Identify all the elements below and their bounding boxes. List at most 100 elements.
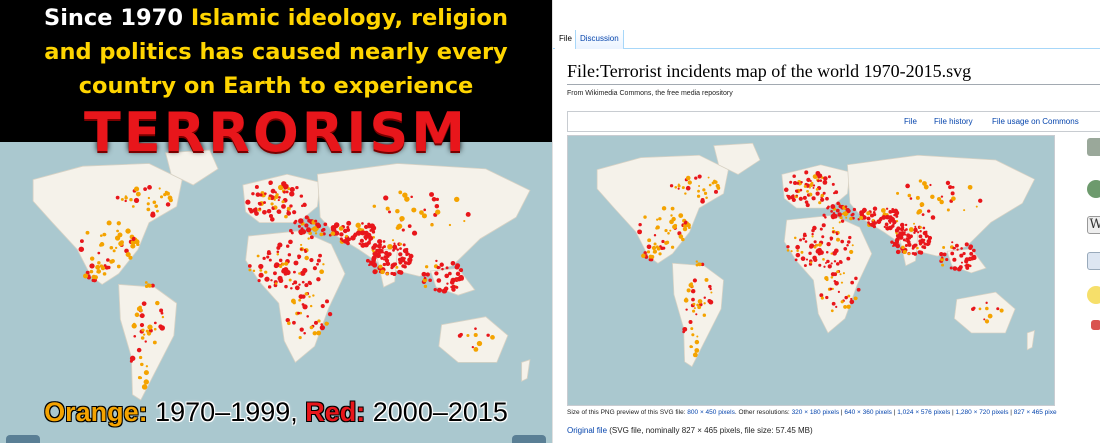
incident-dot	[128, 255, 133, 260]
incident-dot	[959, 253, 964, 258]
file-preview-map[interactable]	[567, 135, 1055, 406]
incident-dot	[465, 212, 471, 217]
incident-dot	[817, 179, 820, 183]
incident-dot	[85, 270, 90, 275]
incident-dot	[278, 278, 284, 284]
incident-dot	[848, 235, 852, 240]
tab-file[interactable]: File	[555, 30, 576, 49]
incident-dot	[89, 263, 95, 269]
incident-dot	[423, 208, 427, 212]
resolution-link-5[interactable]: 827 × 465 pixe	[1013, 409, 1057, 416]
incident-dot	[286, 211, 292, 216]
incident-dot	[895, 249, 901, 255]
original-file-link[interactable]: Original file	[567, 426, 608, 435]
incident-dot	[850, 280, 855, 285]
incident-dot	[892, 245, 895, 247]
resolution-link-4[interactable]: 1,280 × 720 pixels	[955, 409, 1009, 416]
incident-dot	[939, 199, 944, 205]
incident-dot	[134, 239, 140, 245]
incident-dot	[259, 193, 263, 197]
incident-dot	[895, 214, 899, 218]
incident-dot	[918, 179, 923, 183]
incident-dot	[951, 241, 954, 244]
incident-dot	[850, 297, 853, 301]
pdf-icon[interactable]	[1091, 320, 1100, 330]
incident-dot	[313, 320, 318, 325]
lightbulb-icon[interactable]	[1087, 286, 1100, 304]
incident-dot	[916, 210, 921, 215]
incident-dot	[312, 266, 318, 271]
page-icon[interactable]	[1087, 252, 1100, 270]
incident-dot	[941, 256, 944, 259]
incident-dot	[257, 279, 261, 283]
incident-dot	[304, 292, 309, 296]
incident-dot	[134, 312, 140, 318]
incident-dot	[885, 207, 889, 210]
globe-icon[interactable]	[1087, 180, 1100, 198]
incident-dot	[811, 235, 814, 238]
incident-dot	[978, 198, 983, 203]
incident-dot	[881, 215, 887, 220]
incident-dot	[909, 197, 913, 200]
incident-dot	[847, 240, 851, 244]
incident-dot	[309, 304, 313, 308]
tab-discussion[interactable]: Discussion	[575, 30, 624, 49]
size-main-link[interactable]: 800 × 450 pixels	[687, 409, 735, 416]
incident-dot	[922, 226, 926, 230]
incident-dot	[434, 271, 439, 276]
incident-dot	[269, 217, 275, 222]
incident-dot	[704, 277, 709, 282]
incident-dot	[429, 192, 435, 197]
incident-dot	[698, 184, 701, 188]
incident-dot	[392, 245, 398, 250]
incident-dot	[793, 236, 797, 240]
incident-dot	[295, 185, 299, 190]
toc-file-usage-link[interactable]: File usage on Commons	[992, 117, 1079, 126]
incident-dot	[792, 174, 796, 178]
incident-dot	[445, 266, 449, 270]
incident-dot	[670, 245, 675, 249]
incident-dot	[360, 239, 363, 242]
download-icon[interactable]	[1087, 138, 1100, 156]
incident-dot	[911, 252, 915, 255]
incident-dot	[476, 340, 483, 347]
incident-dot	[291, 282, 295, 286]
incident-dot	[913, 243, 917, 248]
incident-dot	[827, 175, 831, 179]
incident-dot	[838, 221, 841, 224]
incident-dot	[833, 248, 839, 254]
incident-dot	[699, 302, 703, 307]
incident-dot	[822, 180, 828, 185]
toc-file-link[interactable]: File	[904, 117, 917, 126]
incident-dot	[99, 242, 105, 247]
incident-dot	[669, 184, 674, 188]
resolution-link-3[interactable]: 1,024 × 576 pixels	[897, 409, 951, 416]
incident-dot	[811, 232, 814, 236]
incident-dot	[155, 300, 160, 306]
incident-dot	[138, 355, 143, 360]
toc-file-history-link[interactable]: File history	[934, 117, 973, 126]
incident-dot	[141, 384, 148, 390]
incident-dot	[319, 325, 326, 331]
incident-dot	[832, 230, 835, 234]
incident-dot	[697, 189, 700, 193]
incident-dot	[410, 195, 413, 199]
incident-dot	[695, 263, 699, 267]
original-file-line: Original file (SVG file, nominally 827 ×…	[567, 426, 813, 435]
incident-dot	[682, 326, 688, 332]
incident-dot	[697, 305, 702, 310]
incident-dot	[710, 291, 713, 294]
wikipedia-w-icon[interactable]: W	[1087, 216, 1100, 234]
resolution-link-2[interactable]: 640 × 360 pixels	[844, 409, 892, 416]
resolution-link-1[interactable]: 320 × 180 pixels	[791, 409, 840, 416]
incident-dot	[822, 213, 826, 217]
incident-dot	[268, 214, 274, 219]
page-tabs: File Discussion	[553, 30, 1100, 49]
incident-dot	[401, 228, 405, 232]
incident-dot	[643, 215, 647, 219]
incident-dot	[270, 202, 274, 206]
incident-dot	[267, 250, 271, 254]
incident-dot	[315, 222, 320, 227]
incident-dot	[431, 196, 437, 202]
incident-dot	[112, 249, 116, 253]
